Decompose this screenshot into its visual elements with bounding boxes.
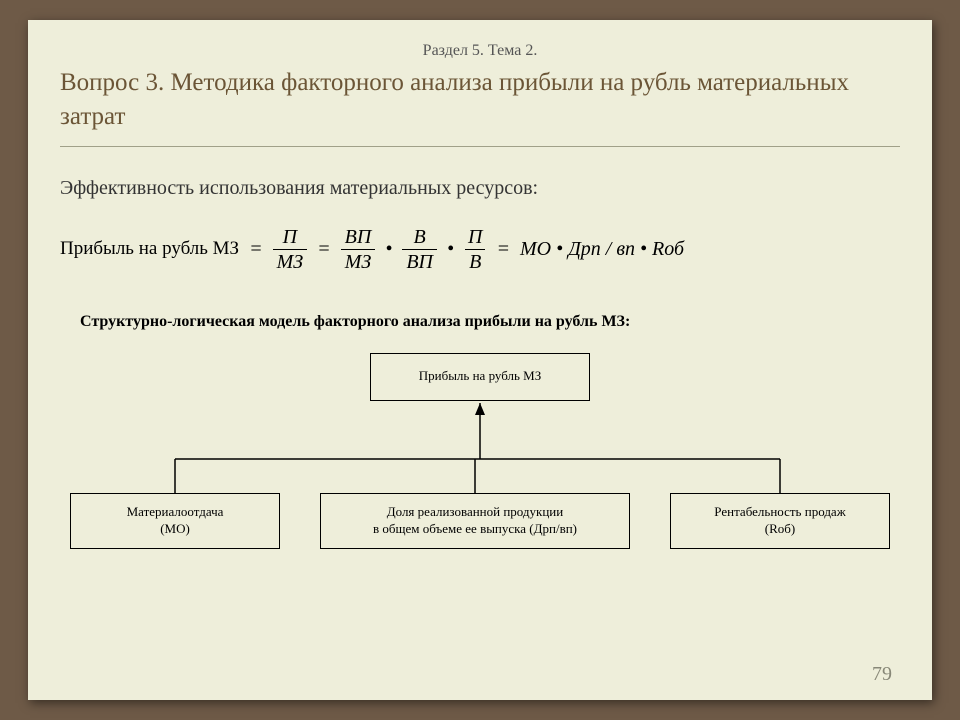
frac4-den: В: [465, 249, 485, 273]
fraction-3: В ВП: [402, 226, 437, 273]
slide: Раздел 5. Тема 2. Вопрос 3. Методика фак…: [28, 20, 932, 700]
dot-1: •: [383, 238, 394, 261]
title-rest: Методика факторного анализа прибыли на р…: [60, 69, 849, 130]
page-number: 79: [872, 663, 892, 686]
diagram-root: Прибыль на рубль МЗ: [370, 353, 590, 401]
diagram-child-0: Материалоотдача (МО): [70, 493, 280, 549]
title-lead: Вопрос 3.: [60, 69, 171, 96]
subheading: Эффективность использования материальных…: [60, 177, 900, 200]
frac3-num: В: [410, 226, 430, 249]
slide-title: Вопрос 3. Методика факторного анализа пр…: [60, 66, 900, 134]
fraction-4: П В: [464, 226, 486, 273]
frac2-num: ВП: [341, 226, 376, 249]
dot-2: •: [445, 238, 456, 261]
frac2-den: МЗ: [341, 249, 376, 273]
equals-3: =: [494, 238, 512, 261]
diagram-child-2: Рентабельность продаж (Rоб): [670, 493, 890, 549]
diagram: Прибыль на рубль МЗ Материалоотдача (МО) Д…: [70, 353, 890, 583]
formula: Прибыль на рубль МЗ = П МЗ = ВП МЗ • В В…: [60, 226, 900, 273]
model-heading: Структурно-логическая модель факторного …: [80, 313, 900, 331]
equals-2: =: [315, 238, 333, 261]
diagram-child-1: Доля реализованной продукции в общем объ…: [320, 493, 630, 549]
frac4-num: П: [464, 226, 486, 249]
equals-1: =: [247, 238, 265, 261]
section-label: Раздел 5. Тема 2.: [60, 42, 900, 60]
frac1-num: П: [279, 226, 301, 249]
formula-tail: МО • Дрп / вп • Rоб: [520, 238, 684, 261]
frac3-den: ВП: [402, 249, 437, 273]
title-rule: [60, 146, 900, 147]
fraction-2: ВП МЗ: [341, 226, 376, 273]
fraction-1: П МЗ: [273, 226, 308, 273]
frac1-den: МЗ: [273, 249, 308, 273]
formula-label: Прибыль на рубль МЗ: [60, 238, 239, 260]
